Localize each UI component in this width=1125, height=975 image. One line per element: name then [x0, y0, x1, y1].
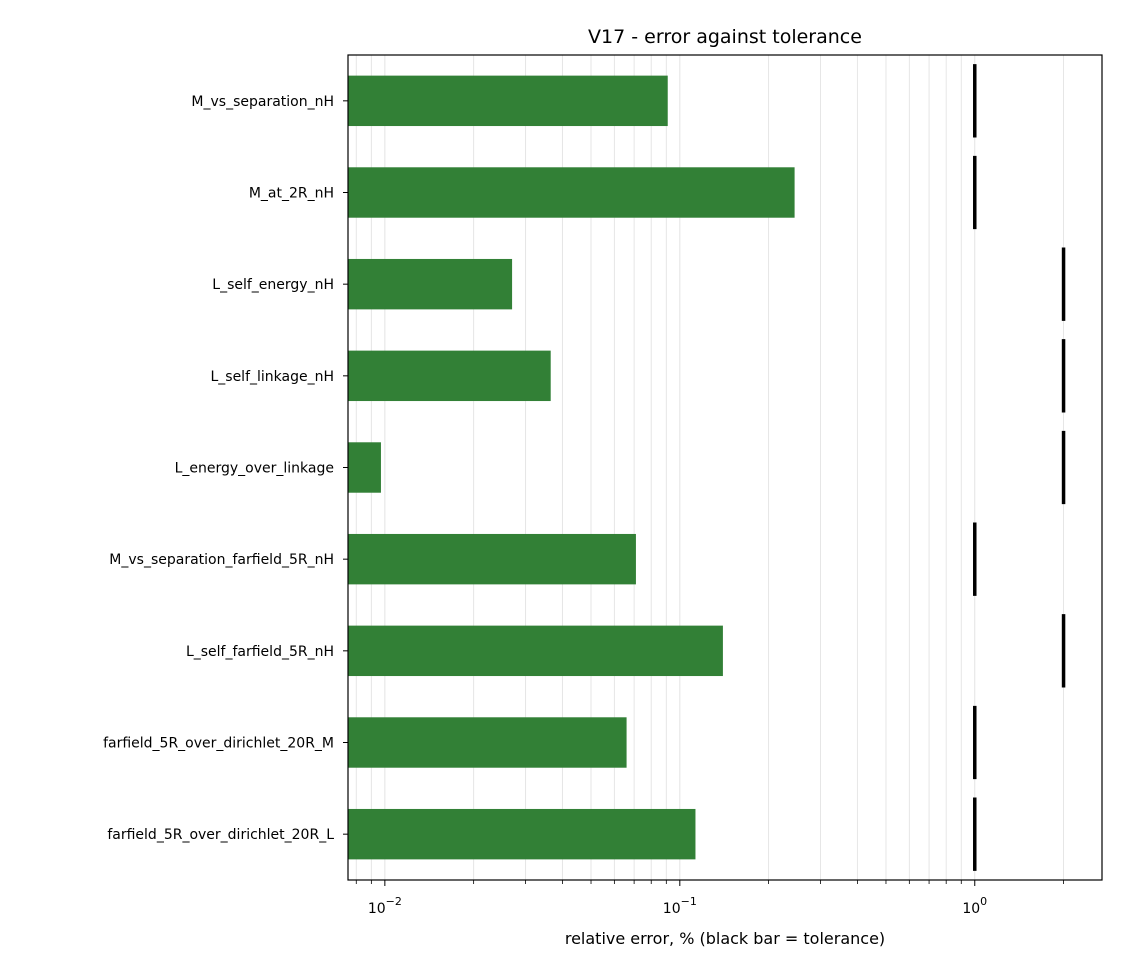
y-axis: M_vs_separation_nH M_at_2R_nH L_self_energ… — [103, 94, 348, 843]
bar — [348, 625, 723, 677]
y-tick-label: farfield_5R_over_dirichlet_20R_M — [103, 736, 334, 752]
x-axis: 10−2 10−1 100 — [355, 880, 1064, 917]
bars — [348, 75, 795, 860]
bar — [348, 533, 636, 585]
bar — [348, 167, 795, 218]
x-tick-label: 100 — [962, 895, 987, 917]
y-tick-label: L_self_linkage_nH — [210, 369, 334, 385]
bar — [348, 442, 381, 493]
bar — [348, 350, 551, 402]
bar — [348, 75, 668, 127]
x-tick-label: 10−1 — [663, 895, 697, 917]
y-tick-label: L_energy_over_linkage — [175, 461, 334, 477]
chart-title: V17 - error against tolerance — [588, 26, 862, 48]
y-tick-label: farfield_5R_over_dirichlet_20R_L — [107, 827, 334, 843]
x-axis-label: relative error, % (black bar = tolerance… — [565, 929, 885, 948]
y-tick-label: L_self_farfield_5R_nH — [186, 644, 334, 660]
tolerance-markers — [973, 64, 1066, 871]
y-tick-label: L_self_energy_nH — [212, 277, 334, 293]
bar — [348, 808, 696, 860]
y-tick-label: M_vs_separation_nH — [191, 94, 334, 110]
y-tick-label: M_at_2R_nH — [249, 186, 334, 202]
bar — [348, 258, 513, 310]
x-tick-label: 10−2 — [368, 895, 402, 917]
bar — [348, 717, 627, 768]
y-tick-label: M_vs_separation_farfield_5R_nH — [109, 552, 334, 568]
